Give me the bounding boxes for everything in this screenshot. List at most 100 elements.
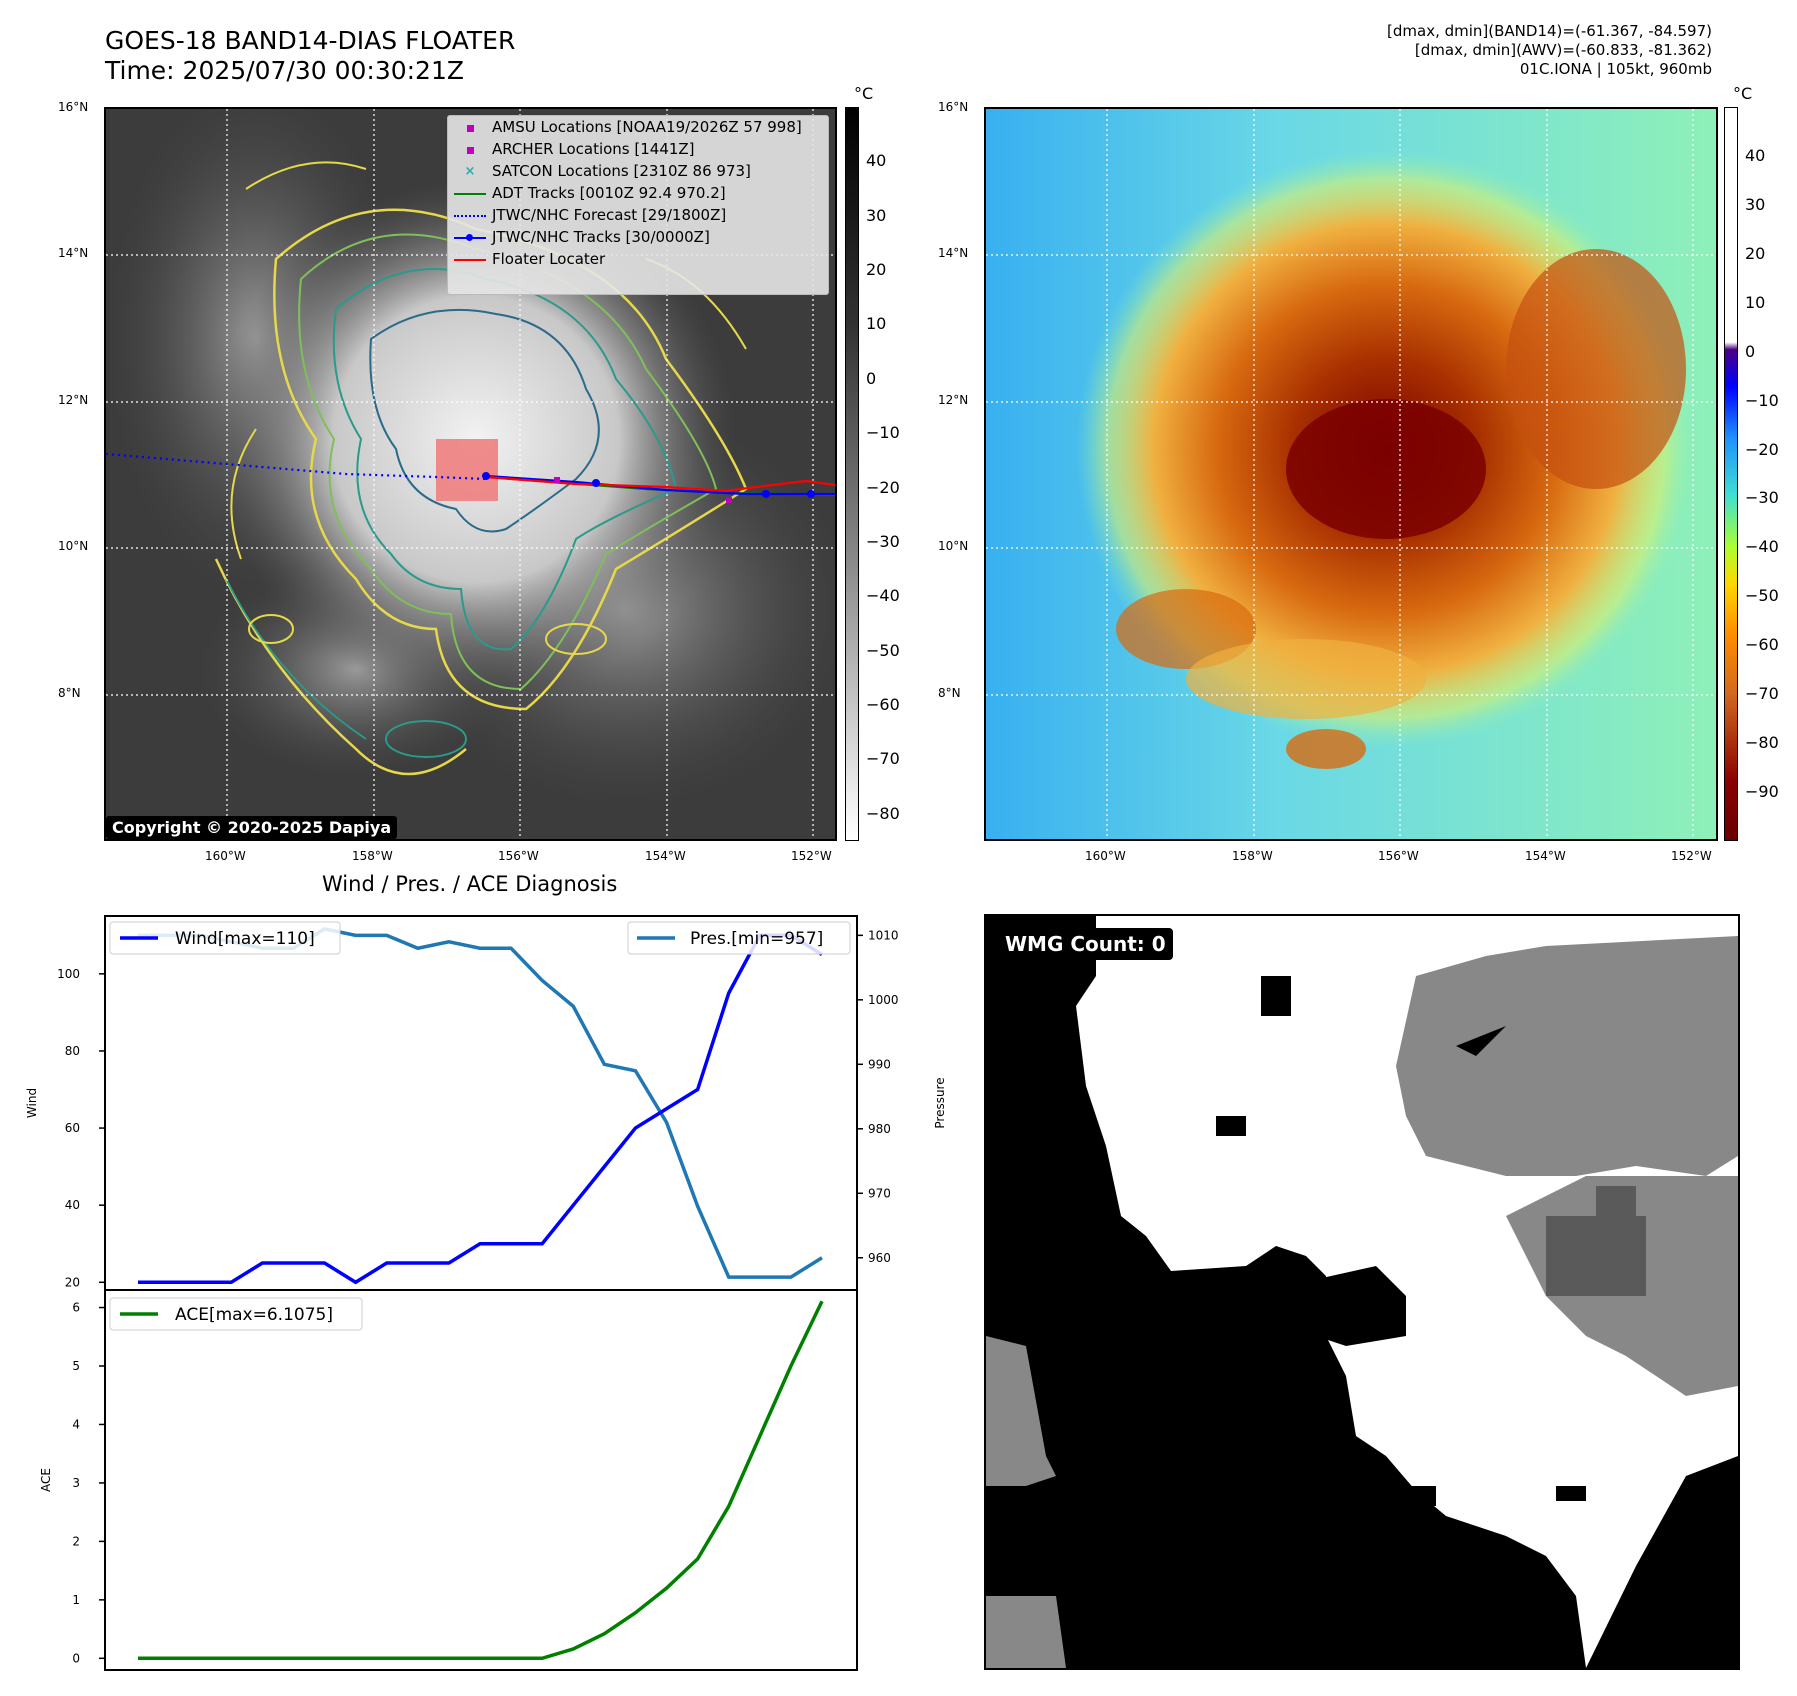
awv-colorbar-tick: −10 (1745, 390, 1779, 410)
wind-tick-label: 20 (65, 1275, 80, 1289)
awv-colorbar-tick: 40 (1745, 145, 1766, 165)
awv-colorbar-tick: −60 (1745, 635, 1779, 655)
lon-tick-label: 158°W (1232, 849, 1273, 863)
awv-map-panel (984, 107, 1718, 841)
pressure-series-line (138, 927, 823, 1279)
legend-label: SATCON Locations [2310Z 86 973] (492, 162, 751, 180)
awv-colorbar-tick: −30 (1745, 488, 1779, 508)
ace-axes-frame (104, 1289, 858, 1671)
chart-time: Time: 2025/07/30 00:30:21Z (105, 56, 464, 85)
legend-label: Floater Locater (492, 250, 606, 268)
ir-colorbar-tick: −20 (866, 477, 900, 497)
map-legend-item: ARCHER Locations [1441Z] (448, 138, 828, 160)
pressure-axis-label: Pressure (933, 1077, 947, 1128)
ir-map-image (106, 109, 835, 839)
legend-swatch (448, 248, 492, 270)
ace-tick-label: 4 (72, 1417, 80, 1431)
ace-legend-box (109, 1297, 363, 1331)
lon-tick-label: 158°W (352, 849, 393, 863)
legend-swatch (448, 138, 492, 160)
ace-tick-label: 3 (72, 1476, 80, 1490)
legend-label: ARCHER Locations [1441Z] (492, 140, 695, 158)
ir-colorbar-tick: 40 (866, 151, 887, 171)
wind-series-line (138, 933, 823, 1285)
ir-colorbar-tick: −30 (866, 531, 900, 551)
ir-colorbar-tick: 0 (866, 368, 877, 388)
info-awv: [dmax, dmin](AWV)=(-60.833, -81.362) (1414, 41, 1712, 59)
chart-title: GOES-18 BAND14-DIAS FLOATER (105, 26, 516, 55)
wind-tick-label: 40 (65, 1198, 80, 1212)
awv-colorbar-tick: 20 (1745, 243, 1766, 263)
awv-colorbar-tick: 10 (1745, 292, 1766, 312)
ace-tick-label: 0 (72, 1651, 80, 1665)
ace-axis-label: ACE (39, 1468, 53, 1492)
wind-legend-label: Wind[max=110] (175, 929, 315, 949)
info-storm: 01C.IONA | 105kt, 960mb (1519, 60, 1712, 78)
ace-series-line (138, 1300, 824, 1661)
map-legend-item: JTWC/NHC Tracks [30/0000Z] (448, 226, 828, 248)
ace-tick-label: 1 (72, 1593, 80, 1607)
ir-colorbar (845, 107, 859, 841)
lat-tick-label: 12°N (938, 393, 969, 407)
lon-tick-label: 154°W (1525, 849, 1566, 863)
lat-tick-label: 14°N (938, 246, 969, 260)
ir-colorbar-tick: −70 (866, 749, 900, 769)
map-legend: AMSU Locations [NOAA19/2026Z 57 998] ARCH… (447, 115, 829, 295)
awv-colorbar-tick: −70 (1745, 684, 1779, 704)
wind-axis-label: Wind (25, 1088, 39, 1118)
ace-tick-label: 6 (72, 1301, 80, 1315)
legend-swatch: × (464, 164, 476, 179)
lon-tick-label: 152°W (1671, 849, 1712, 863)
legend-swatch (448, 182, 492, 204)
legend-swatch (448, 116, 492, 138)
awv-colorbar-tick: −40 (1745, 537, 1779, 557)
map-legend-item: AMSU Locations [NOAA19/2026Z 57 998] (448, 116, 828, 138)
ir-map-panel: AMSU Locations [NOAA19/2026Z 57 998] ARCH… (104, 107, 837, 841)
map-legend-item: Floater Locater (448, 248, 828, 270)
awv-colorbar-tick: −90 (1745, 782, 1779, 802)
pressure-tick-label: 960 (868, 1251, 891, 1265)
ir-colorbar-tick: −60 (866, 695, 900, 715)
lon-tick-label: 156°W (498, 849, 539, 863)
pressure-tick-label: 980 (868, 1122, 891, 1136)
wmg-panel: WMG Count: 0 (984, 914, 1740, 1670)
wind-tick-label: 80 (65, 1044, 80, 1058)
pressure-tick-label: 1010 (868, 928, 899, 942)
lon-tick-label: 160°W (205, 849, 246, 863)
ir-colorbar-tick: 30 (866, 205, 887, 225)
ace-tick-label: 2 (72, 1534, 80, 1548)
pressure-tick-label: 990 (868, 1057, 891, 1071)
awv-colorbar-tick: 0 (1745, 341, 1756, 361)
awv-colorbar-tick: 30 (1745, 194, 1766, 214)
wind-tick-label: 100 (57, 967, 80, 981)
pressure-tick-label: 1000 (868, 993, 899, 1007)
legend-label: JTWC/NHC Tracks [30/0000Z] (492, 228, 710, 246)
info-block: [dmax, dmin](BAND14)=(-61.367, -84.597) … (1387, 22, 1712, 79)
pressure-tick-label: 970 (868, 1186, 891, 1200)
legend-label: ADT Tracks [0010Z 92.4 970.2] (492, 184, 726, 202)
lat-tick-label: 10°N (58, 539, 89, 553)
legend-swatch (448, 204, 492, 226)
legend-swatch (448, 226, 492, 248)
ir-colorbar-tick: 10 (866, 314, 887, 334)
wind-pressure-axes-frame (104, 915, 858, 1291)
lat-tick-label: 10°N (938, 539, 969, 553)
lon-tick-label: 154°W (645, 849, 686, 863)
wind-legend-box (109, 921, 341, 955)
awv-colorbar-tick: −80 (1745, 733, 1779, 753)
map-legend-item: × SATCON Locations [2310Z 86 973] (448, 160, 828, 182)
awv-colorbar-unit: °C (1733, 84, 1753, 103)
lat-tick-label: 16°N (938, 100, 969, 114)
wind-tick-label: 60 (65, 1121, 80, 1135)
legend-label: AMSU Locations [NOAA19/2026Z 57 998] (492, 118, 802, 136)
ir-colorbar-tick: 20 (866, 260, 887, 280)
legend-label: JTWC/NHC Forecast [29/1800Z] (492, 206, 727, 224)
map-legend-item: JTWC/NHC Forecast [29/1800Z] (448, 204, 828, 226)
lon-tick-label: 152°W (791, 849, 832, 863)
awv-colorbar-tick: −20 (1745, 439, 1779, 459)
lat-tick-label: 16°N (58, 100, 89, 114)
ace-legend-label: ACE[max=6.1075] (175, 1305, 333, 1325)
ir-colorbar-tick: −80 (866, 803, 900, 823)
awv-colorbar-tick: −50 (1745, 586, 1779, 606)
